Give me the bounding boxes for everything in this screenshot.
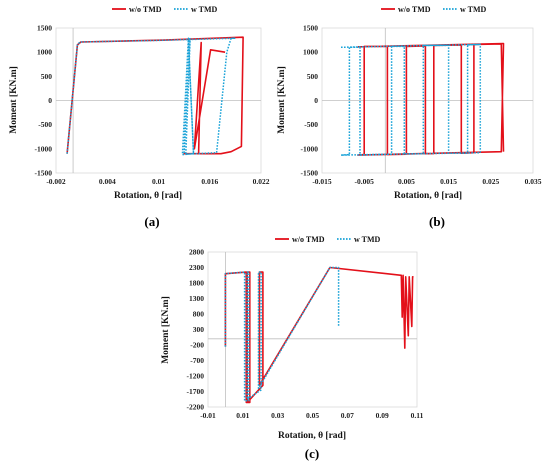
y-tick-label: 500 (307, 72, 319, 81)
series-line-with-tmd (66, 37, 237, 156)
y-tick-label: 1800 (189, 279, 204, 288)
y-tick-label: -200 (190, 341, 204, 350)
legend-label: w TMD (191, 5, 218, 14)
x-tick-label: 0.01 (152, 177, 165, 186)
series-line-with-tmd (224, 266, 340, 402)
x-axis-label: Rotation, θ [rad] (114, 191, 182, 201)
y-tick-label: -1200 (187, 372, 205, 381)
x-axis-label: Rotation, θ [rad] (394, 191, 462, 201)
series-line-without-tmd (357, 42, 505, 156)
series-line-with-tmd (340, 43, 482, 156)
chart-panel-a: -0.002 0.004 0.01 0.016 0.022 -1500 -1000 -500 0… (9, 5, 270, 229)
y-tick-label: 2300 (189, 263, 204, 272)
x-tick-label: 0.004 (99, 177, 116, 186)
panel-label: (b) (429, 214, 445, 229)
legend-label: w/o TMD (398, 5, 431, 14)
x-tick-label: 0.035 (525, 177, 542, 186)
y-tick-label: -1000 (35, 144, 53, 153)
x-tick-label: 0.016 (201, 177, 218, 186)
y-tick-label: 0 (314, 96, 318, 105)
x-tick-label: 0.025 (482, 177, 499, 186)
y-tick-label: 1500 (37, 24, 52, 33)
y-tick-label: -1500 (35, 169, 53, 178)
y-tick-label: 1000 (37, 48, 52, 57)
y-tick-label: -700 (190, 356, 204, 365)
y-tick-label: -2200 (187, 403, 205, 412)
y-tick-label: -500 (38, 120, 52, 129)
y-tick-label: -1000 (301, 144, 319, 153)
chart-panel-c: -0.01 0.01 0.03 0.05 0.07 0.09 0.11 -2200 -1700 -… (161, 235, 424, 461)
y-tick-label: 2800 (189, 248, 204, 257)
y-tick-label: 500 (41, 72, 53, 81)
legend-label: w/o TMD (292, 235, 325, 244)
y-axis-label: Moment [KN.m] (9, 66, 19, 134)
x-tick-label: -0.01 (200, 411, 216, 420)
x-tick-label: 0.11 (411, 411, 424, 420)
y-tick-label: 800 (193, 310, 205, 319)
series-line-without-tmd (66, 36, 244, 155)
x-tick-label: -0.015 (312, 177, 332, 186)
legend-label: w TMD (460, 5, 487, 14)
y-tick-label: -1700 (187, 387, 205, 396)
panel-label: (c) (305, 446, 319, 461)
x-tick-label: 0.05 (306, 411, 319, 420)
y-tick-label: -1500 (301, 169, 319, 178)
x-tick-label: 0.01 (236, 411, 249, 420)
chart-panel-b: -0.015 -0.005 0.005 0.015 0.025 0.035 -1500 -10… (277, 5, 542, 229)
x-tick-label: 0.022 (253, 177, 270, 186)
y-tick-label: 300 (193, 325, 205, 334)
y-tick-label: 1500 (303, 24, 318, 33)
y-tick-label: 1000 (303, 48, 318, 57)
legend-label: w/o TMD (129, 5, 162, 14)
series-line-without-tmd (224, 266, 414, 404)
panel-label: (a) (144, 214, 159, 229)
x-axis-label: Rotation, θ [rad] (278, 431, 346, 441)
y-tick-label: 1300 (189, 294, 204, 303)
legend-label: w TMD (354, 235, 381, 244)
x-tick-label: 0.005 (398, 177, 415, 186)
x-tick-label: -0.005 (355, 177, 375, 186)
x-tick-label: -0.002 (46, 177, 66, 186)
x-tick-label: 0.09 (376, 411, 389, 420)
y-tick-label: 0 (48, 96, 52, 105)
y-axis-label: Moment [KN.m] (277, 66, 287, 134)
y-tick-label: -500 (304, 120, 318, 129)
x-tick-label: 0.07 (341, 411, 354, 420)
x-tick-label: 0.03 (271, 411, 284, 420)
x-tick-label: 0.015 (440, 177, 457, 186)
y-axis-label: Moment [KN.m] (161, 296, 171, 364)
plot-area-frame (207, 251, 418, 408)
